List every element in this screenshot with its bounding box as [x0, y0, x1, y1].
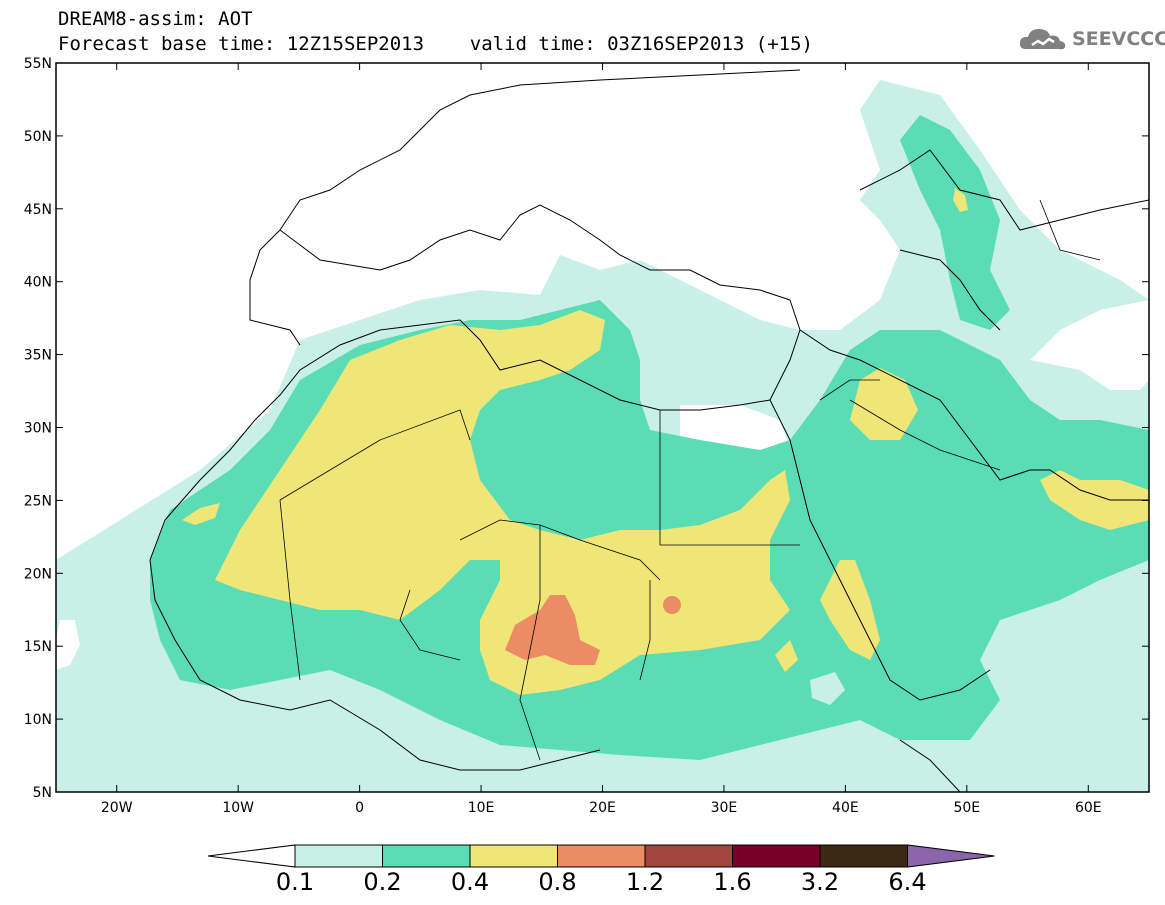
aot-contour-0.4	[182, 503, 220, 525]
colorbar-label: 0.4	[450, 868, 490, 896]
lat-tick-label: 15N	[24, 639, 52, 655]
lat-tick-label: 20N	[24, 566, 52, 582]
country-borders	[279, 199, 1101, 761]
lon-tick-label: 30E	[711, 800, 738, 816]
seevccc-logo: SEEVCCC	[1018, 24, 1165, 54]
coastlines	[149, 69, 1149, 792]
colorbar-over-arrow	[907, 844, 995, 868]
aot-contour-0.4	[215, 310, 790, 695]
lon-tick-label: 20W	[101, 800, 133, 816]
aot-contour-0.8	[505, 595, 600, 665]
aot-contour-0.2	[810, 672, 845, 705]
colorbar-swatch	[294, 844, 383, 868]
cloud-icon	[1019, 29, 1066, 50]
lat-tick-label: 30N	[24, 421, 52, 437]
lat-tick-label: 50N	[24, 129, 52, 145]
lon-tick-label: 40E	[832, 800, 859, 816]
lat-tick-label: 40N	[24, 275, 52, 291]
lat-tick-label: 5N	[33, 785, 52, 801]
colorbar-swatch	[557, 844, 646, 868]
colorbar-label: 0.2	[363, 868, 402, 896]
lon-tick-label: 10W	[222, 800, 254, 816]
aot-contour-0.4	[953, 188, 968, 212]
colorbar-under-arrow	[207, 844, 296, 868]
aot-field	[56, 69, 1149, 792]
colorbar-label: 0.1	[275, 868, 315, 896]
lon-tick-label: 20E	[589, 800, 616, 816]
colorbar-swatch	[382, 844, 471, 868]
aot-contour-0.4	[775, 640, 798, 672]
lon-tick-label: 60E	[1075, 800, 1102, 816]
colorbar	[207, 844, 995, 868]
aot-contour-0.4	[850, 368, 918, 440]
lat-tick-label: 45N	[24, 202, 52, 218]
lon-tick-label: 0	[355, 800, 364, 816]
aot-contour-0.1	[56, 620, 80, 670]
aot-contour-0.1	[1030, 300, 1149, 390]
colorbar-swatch	[469, 844, 558, 868]
aot-contour-0.4	[1040, 470, 1149, 530]
aot-contour-0.2	[900, 115, 1010, 330]
lon-tick-label: 10E	[468, 800, 495, 816]
lat-tick-label: 25N	[24, 493, 52, 509]
colorbar-swatch	[732, 844, 821, 868]
colorbar-swatch	[644, 844, 733, 868]
lat-tick-label: 10N	[24, 712, 52, 728]
colorbar-label: 1.2	[625, 868, 665, 896]
lat-tick-label: 35N	[24, 348, 52, 364]
chart-title: DREAM8-assim: AOT	[58, 8, 253, 30]
logo-text: SEEVCCC	[1072, 28, 1165, 50]
colorbar-label: 6.4	[888, 868, 927, 896]
colorbar-label: 1.6	[713, 868, 752, 896]
colorbar-label: 3.2	[800, 868, 840, 896]
aot-contour-0.8	[663, 596, 681, 614]
colorbar-swatch	[819, 844, 908, 868]
forecast-time-line: Forecast base time: 12Z15SEP2013 valid t…	[58, 33, 813, 55]
colorbar-label: 0.8	[538, 868, 577, 896]
lat-tick-label: 55N	[24, 56, 52, 72]
lon-tick-label: 50E	[953, 800, 980, 816]
axis-ticks: 55N 50N 45N 40N 35N 30N 25N 20N 15N 10N 5N 20W 10W 0 1…	[24, 56, 1149, 816]
aot-contour-0.4	[820, 560, 880, 660]
